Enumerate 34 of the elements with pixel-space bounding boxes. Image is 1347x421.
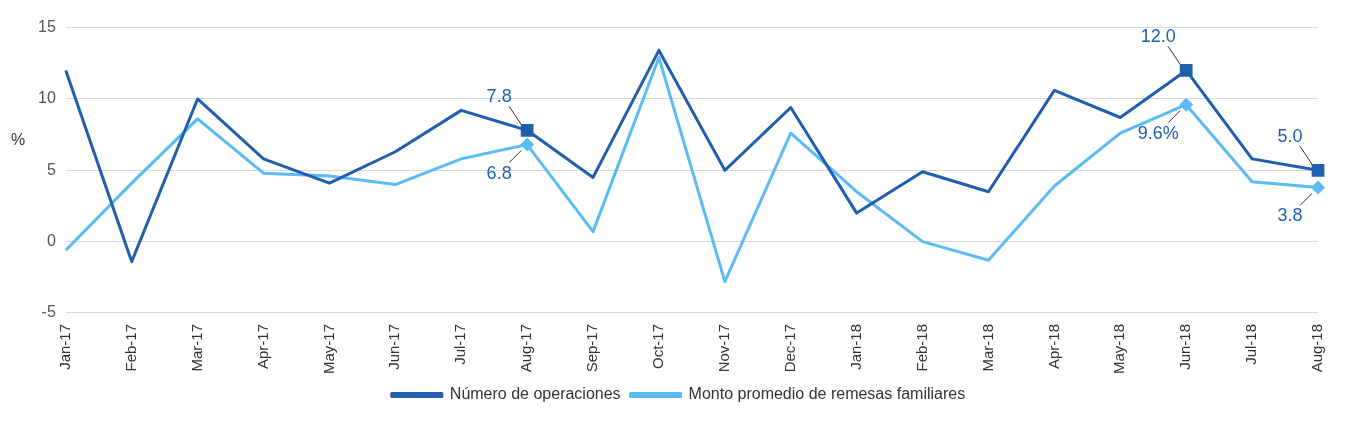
x-tick-label: Sep-17 xyxy=(583,323,601,373)
x-tick-label: Jun-17 xyxy=(385,323,403,370)
y-tick-label: 5 xyxy=(46,160,56,178)
annotation: 3.8 xyxy=(1277,205,1303,226)
x-tick-label: May-17 xyxy=(319,323,337,375)
x-tick-label: Oct-17 xyxy=(649,323,667,369)
annotation: 12.0 xyxy=(1140,26,1176,47)
x-tick-label: Feb-17 xyxy=(121,323,139,372)
y-axis-title: % xyxy=(10,130,26,148)
y-tick-label: 0 xyxy=(46,232,56,250)
x-tick-label: Jul-17 xyxy=(451,323,469,365)
x-tick-label: Jun-18 xyxy=(1176,323,1194,370)
x-tick-label: Mar-17 xyxy=(187,323,205,372)
legend-label: Monto promedio de remesas familiares xyxy=(688,385,966,403)
x-tick-label: Aug-17 xyxy=(517,323,535,373)
x-tick-label: Feb-18 xyxy=(912,323,930,372)
x-tick-label: Jan-17 xyxy=(55,323,73,370)
y-tick-label: 10 xyxy=(38,89,56,107)
legend-label: Número de operaciones xyxy=(449,385,621,403)
x-tick-label: May-18 xyxy=(1110,323,1128,375)
annotation: 7.8 xyxy=(486,86,512,107)
annotation: 6.8 xyxy=(486,162,512,183)
x-tick-label: Aug-18 xyxy=(1308,323,1326,373)
annotation: 9.6% xyxy=(1137,122,1179,143)
annotation: 5.0 xyxy=(1277,126,1303,147)
y-tick-label: 15 xyxy=(38,18,56,36)
x-tick-label: Dec-17 xyxy=(780,323,798,373)
x-tick-label: Jan-18 xyxy=(846,323,864,370)
x-tick-label: Apr-18 xyxy=(1044,323,1062,370)
x-tick-label: Apr-17 xyxy=(253,323,271,370)
y-tick-label: -5 xyxy=(41,303,56,321)
x-tick-label: Nov-17 xyxy=(714,323,732,373)
x-tick-label: Jul-18 xyxy=(1242,323,1260,365)
x-tick-label: Mar-18 xyxy=(978,323,996,372)
